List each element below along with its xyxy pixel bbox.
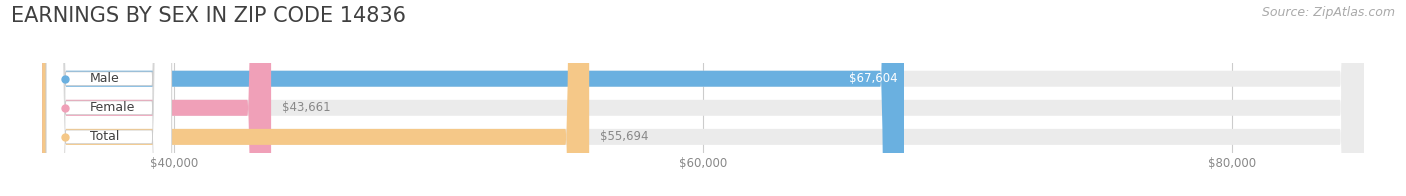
Text: Male: Male [90, 72, 120, 85]
Text: Female: Female [90, 101, 135, 114]
FancyBboxPatch shape [42, 0, 904, 196]
Text: $67,604: $67,604 [849, 72, 897, 85]
Text: EARNINGS BY SEX IN ZIP CODE 14836: EARNINGS BY SEX IN ZIP CODE 14836 [11, 6, 406, 26]
Text: $55,694: $55,694 [600, 130, 648, 143]
FancyBboxPatch shape [42, 0, 271, 196]
FancyBboxPatch shape [42, 0, 589, 196]
FancyBboxPatch shape [42, 0, 1364, 196]
FancyBboxPatch shape [46, 0, 172, 196]
FancyBboxPatch shape [42, 0, 1364, 196]
Text: Total: Total [90, 130, 120, 143]
Text: Source: ZipAtlas.com: Source: ZipAtlas.com [1261, 6, 1395, 19]
FancyBboxPatch shape [42, 0, 1364, 196]
FancyBboxPatch shape [46, 0, 172, 196]
FancyBboxPatch shape [46, 0, 172, 196]
Text: $43,661: $43,661 [281, 101, 330, 114]
